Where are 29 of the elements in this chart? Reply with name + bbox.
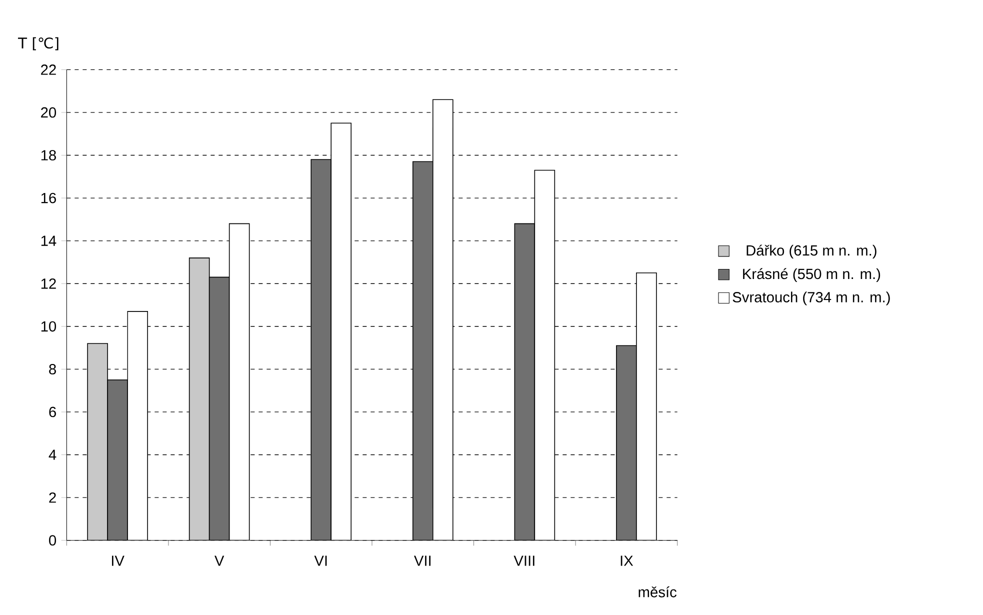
legend-label: Krásné (550 m n. m.)	[743, 268, 880, 282]
x-tick-label: VII	[414, 556, 430, 566]
bar	[310, 159, 332, 540]
x-tick-label: VI	[314, 556, 327, 566]
y-tick-label: 0	[49, 535, 56, 546]
x-tick-label: V	[214, 556, 224, 566]
bar	[514, 223, 536, 540]
y-tick-label: 22	[41, 64, 56, 75]
x-tick-label: VIII	[514, 556, 534, 566]
y-tick-label: 12	[41, 278, 56, 289]
bar	[412, 161, 434, 540]
bar	[107, 379, 128, 540]
bar	[208, 276, 230, 540]
x-tick-label: IX	[620, 556, 634, 566]
y-tick-label: 2	[49, 492, 56, 503]
y-axis-title: T [℃]	[18, 37, 58, 50]
legend-label: Svratouch (734 m n. m.)	[732, 292, 890, 306]
y-tick-label: 10	[41, 321, 56, 332]
x-tick-label: IV	[112, 556, 124, 566]
y-tick-label: 4	[48, 450, 56, 460]
y-tick-label: 8	[49, 364, 56, 374]
bar	[616, 345, 637, 540]
y-tick-label: 6	[49, 406, 56, 418]
y-tick-label: 14	[41, 236, 56, 246]
y-tick-label: 16	[41, 192, 56, 204]
y-tick-label: 20	[41, 107, 56, 118]
x-axis-title: měsíc	[638, 586, 677, 598]
legend-label: Dářko (615 m n. m.)	[746, 244, 876, 259]
y-tick-label: 18	[41, 150, 56, 160]
